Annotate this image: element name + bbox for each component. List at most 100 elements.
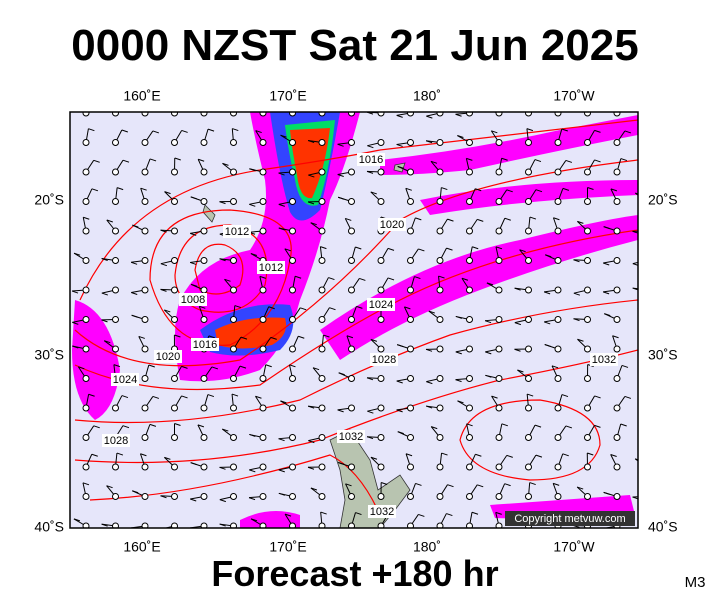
barb-flag bbox=[415, 482, 422, 486]
barb-station bbox=[112, 257, 119, 264]
barb-flag bbox=[88, 128, 95, 132]
barb-flag bbox=[164, 456, 171, 460]
barb-station bbox=[259, 139, 267, 146]
barb-flag bbox=[248, 497, 256, 501]
barb-station bbox=[407, 286, 414, 294]
isobar bbox=[74, 159, 638, 367]
barb-staff bbox=[114, 112, 116, 114]
barb-flag bbox=[164, 191, 171, 195]
isobar bbox=[74, 299, 638, 424]
barb-flag bbox=[654, 101, 660, 103]
barb-flag bbox=[418, 513, 425, 517]
barb-station bbox=[525, 168, 532, 176]
barb-flag bbox=[455, 379, 462, 383]
barb-flag bbox=[514, 348, 521, 352]
barb-flag bbox=[300, 307, 307, 311]
barb-staff bbox=[233, 112, 235, 114]
barb-station bbox=[525, 316, 532, 323]
barb-flag bbox=[101, 292, 109, 296]
barb-station bbox=[377, 463, 385, 471]
barb-flag bbox=[280, 134, 287, 138]
barb-flag bbox=[577, 338, 584, 342]
barb-flag bbox=[653, 396, 659, 398]
barb-station bbox=[644, 258, 650, 264]
barb-station bbox=[407, 463, 414, 471]
barb-flag bbox=[477, 218, 484, 222]
barb-flag bbox=[573, 318, 580, 322]
barb-flag bbox=[113, 364, 121, 368]
barb-station bbox=[289, 404, 296, 412]
rain-band bbox=[72, 300, 120, 420]
barb-flag bbox=[181, 129, 188, 133]
barb-station bbox=[200, 257, 208, 264]
barb-station bbox=[200, 375, 208, 382]
barb-station bbox=[289, 316, 296, 323]
left-lat-label: 20˚S bbox=[34, 192, 64, 208]
barb-station bbox=[407, 257, 414, 264]
barb-flag bbox=[174, 157, 181, 161]
barb-station bbox=[141, 434, 149, 441]
barb-flag bbox=[457, 400, 464, 404]
top-lon-label: 170˚W bbox=[553, 88, 595, 104]
barb-station bbox=[200, 493, 208, 500]
isobar-label: 1012 bbox=[225, 226, 249, 238]
barb-station bbox=[259, 286, 267, 294]
barb-station bbox=[289, 227, 296, 235]
barb-flag bbox=[519, 249, 526, 253]
barb-station bbox=[348, 404, 355, 412]
barb-flag bbox=[122, 425, 130, 429]
barb-flag bbox=[161, 529, 167, 531]
barb-flag bbox=[73, 252, 81, 256]
barb-flag bbox=[645, 158, 651, 160]
barb-station bbox=[377, 257, 385, 264]
barb-flag bbox=[654, 367, 660, 369]
barb-station bbox=[348, 286, 355, 294]
barb-station bbox=[436, 139, 444, 146]
barb-station bbox=[259, 493, 267, 500]
barb-station bbox=[436, 463, 444, 471]
barb-station bbox=[584, 139, 591, 146]
barb-flag bbox=[366, 436, 374, 440]
barb-flag bbox=[308, 440, 315, 444]
barb-flag bbox=[329, 307, 336, 311]
barb-station bbox=[495, 316, 503, 323]
barb-flag bbox=[367, 145, 374, 149]
barb-flag bbox=[425, 405, 433, 409]
barb-flag bbox=[278, 438, 285, 442]
barb-flag bbox=[545, 254, 552, 258]
barb-station bbox=[407, 345, 414, 353]
barb-station bbox=[289, 493, 296, 500]
barb-station bbox=[348, 112, 355, 117]
barb-station bbox=[289, 168, 296, 176]
barb-flag bbox=[249, 433, 256, 437]
barb-flag bbox=[418, 248, 425, 252]
barb-station bbox=[584, 434, 591, 441]
barb-flag bbox=[415, 217, 422, 221]
barb-flag bbox=[441, 187, 448, 191]
barb-flag bbox=[603, 262, 610, 266]
barb-station bbox=[82, 168, 90, 176]
barb-flag bbox=[359, 277, 366, 281]
barb-station bbox=[171, 463, 178, 471]
barb-flag bbox=[438, 275, 445, 279]
barb-flag bbox=[106, 485, 113, 489]
barb-station bbox=[525, 139, 532, 146]
isobar-label-box bbox=[223, 225, 251, 238]
barb-station bbox=[141, 463, 149, 471]
barb-station bbox=[554, 375, 562, 382]
barb-station bbox=[289, 463, 296, 471]
barb-station bbox=[112, 463, 119, 471]
barb-flag bbox=[164, 309, 171, 313]
barb-flag bbox=[565, 425, 573, 429]
barb-flag bbox=[485, 374, 492, 378]
barb-station bbox=[407, 434, 414, 441]
barb-flag bbox=[544, 344, 551, 347]
barb-station bbox=[644, 435, 650, 441]
barb-station bbox=[584, 493, 591, 500]
barb-flag bbox=[268, 306, 275, 310]
barb-flag bbox=[610, 454, 617, 457]
barb-station bbox=[584, 227, 591, 235]
barb-flag bbox=[561, 394, 569, 398]
barb-station bbox=[554, 286, 562, 294]
